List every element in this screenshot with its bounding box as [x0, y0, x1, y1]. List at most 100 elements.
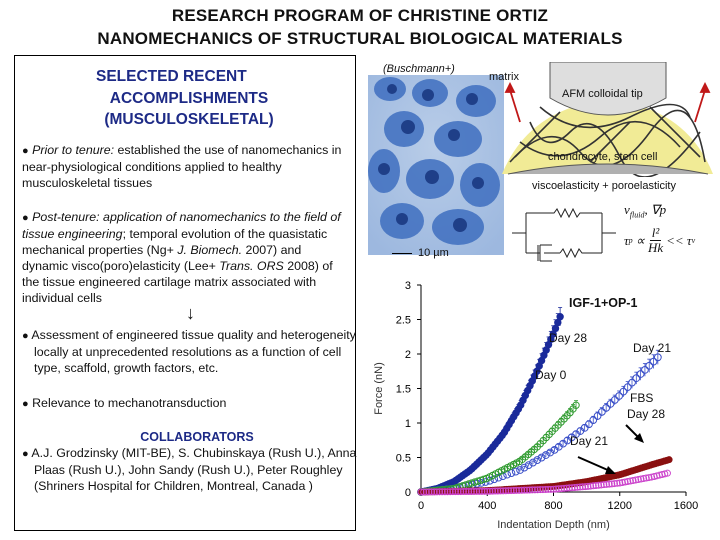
data-point [425, 488, 433, 496]
scale-bar [392, 253, 412, 254]
data-point [624, 478, 632, 486]
data-point [515, 486, 523, 494]
data-point [621, 478, 629, 486]
data-point [560, 484, 568, 492]
curve-label-4: Day 28 [627, 407, 665, 421]
data-point [556, 313, 564, 321]
data-point [552, 485, 560, 493]
eq-fluid-sub: fluid [629, 210, 645, 220]
model-label: viscoelasticity + poroelasticity [532, 180, 676, 192]
post-tenure-text-3: 2008) of the tissue engineered cartilage… [22, 259, 333, 305]
data-point [541, 451, 550, 459]
bullet: ● [22, 398, 29, 410]
data-point [544, 485, 552, 493]
legend-label: IGF-1+OP-1 [569, 296, 637, 310]
data-point [573, 483, 581, 491]
data-point [555, 485, 563, 493]
data-point [489, 487, 497, 495]
data-point [512, 486, 520, 494]
data-point [653, 353, 662, 362]
data-point [462, 488, 470, 496]
data-point [486, 487, 494, 495]
eq-proportional: ∝ [635, 232, 645, 248]
data-point [523, 486, 531, 494]
data-point [502, 487, 510, 495]
data-point [531, 486, 539, 494]
data-point [451, 488, 459, 496]
data-point [498, 472, 507, 481]
data-point [610, 396, 619, 404]
eq-tau: τ [624, 232, 629, 248]
data-point [441, 488, 449, 496]
data-point [510, 486, 518, 494]
x-tick-label: 1600 [674, 500, 698, 512]
data-point [605, 480, 613, 488]
y-tick-label: 2.5 [396, 315, 411, 327]
data-point [632, 374, 641, 383]
data-point [615, 392, 623, 400]
data-point [524, 461, 533, 469]
data-point [465, 488, 473, 496]
spring-dashpot-model [512, 207, 616, 262]
data-point [430, 488, 438, 496]
data-point [581, 483, 589, 491]
data-point [610, 480, 618, 488]
data-point [533, 456, 542, 464]
data-point [589, 482, 597, 490]
post-tenure-text-2: 2007) and dynamic visco(poro)elasticity … [22, 243, 302, 273]
curve-label-1: Day 21 [633, 341, 671, 355]
cell-type-label: chondrocyte, stem cell [548, 151, 658, 163]
data-point [529, 458, 537, 467]
collaborators-text: A.J. Grodzinsky (MIT-BE), S. Chubinskaya… [31, 446, 357, 493]
data-point [420, 488, 428, 496]
eq-v: v [624, 202, 630, 217]
data-point [454, 488, 462, 496]
paragraph-mechanotransduction: ● Relevance to mechanotransduction [22, 395, 350, 412]
data-point [589, 416, 598, 425]
data-point [572, 401, 580, 409]
data-point [576, 483, 584, 491]
data-point [636, 370, 645, 378]
bullet: ● [22, 448, 29, 460]
paragraph-assessment: ● Assessment of engineered tissue qualit… [22, 327, 362, 376]
arrow-day21-shaft [577, 456, 611, 472]
data-point [597, 481, 605, 489]
y-tick-label: 0 [405, 487, 411, 499]
data-point [444, 488, 451, 496]
fluid-velocity-eq: vfluid, ∇p [624, 202, 666, 220]
data-point [457, 488, 465, 496]
data-point [436, 488, 444, 496]
data-point [602, 403, 611, 412]
data-point [618, 479, 626, 487]
data-point [497, 487, 504, 495]
post-tenure-text-1: ; temporal evolution of the quasistatic … [22, 227, 328, 257]
prior-tenure-label: Prior to tenure: [32, 143, 115, 157]
scale-bar-label: 10 µm [418, 247, 449, 259]
curve-label-0: Day 28 [549, 331, 587, 345]
data-point [438, 488, 446, 496]
section-heading-3: (MUSCULOSKELETAL) [104, 111, 274, 128]
data-point [571, 483, 579, 491]
eq-fraction: l² Hk [648, 226, 663, 255]
data-point [547, 485, 555, 493]
data-point [433, 488, 441, 496]
data-point [628, 378, 636, 387]
x-tick-label: 800 [544, 500, 562, 512]
x-axis-label: Indentation Depth (nm) [497, 519, 610, 531]
data-point [467, 487, 475, 495]
data-point [642, 474, 650, 482]
data-point [557, 485, 565, 493]
journal-2: Trans. ORS [219, 259, 284, 273]
section-heading-2: ACCOMPLISHMENTS [109, 90, 269, 107]
series-0 [417, 307, 564, 496]
data-point [536, 486, 544, 494]
data-point [661, 470, 669, 478]
data-point [603, 480, 610, 488]
y-tick-label: 3 [405, 280, 411, 292]
eq-much-less: << τ [666, 232, 692, 248]
data-point [459, 488, 467, 496]
y-tick-label: 1 [405, 418, 411, 430]
eq-tauv-sub: v [691, 236, 696, 245]
accomplishments-panel [14, 55, 356, 531]
